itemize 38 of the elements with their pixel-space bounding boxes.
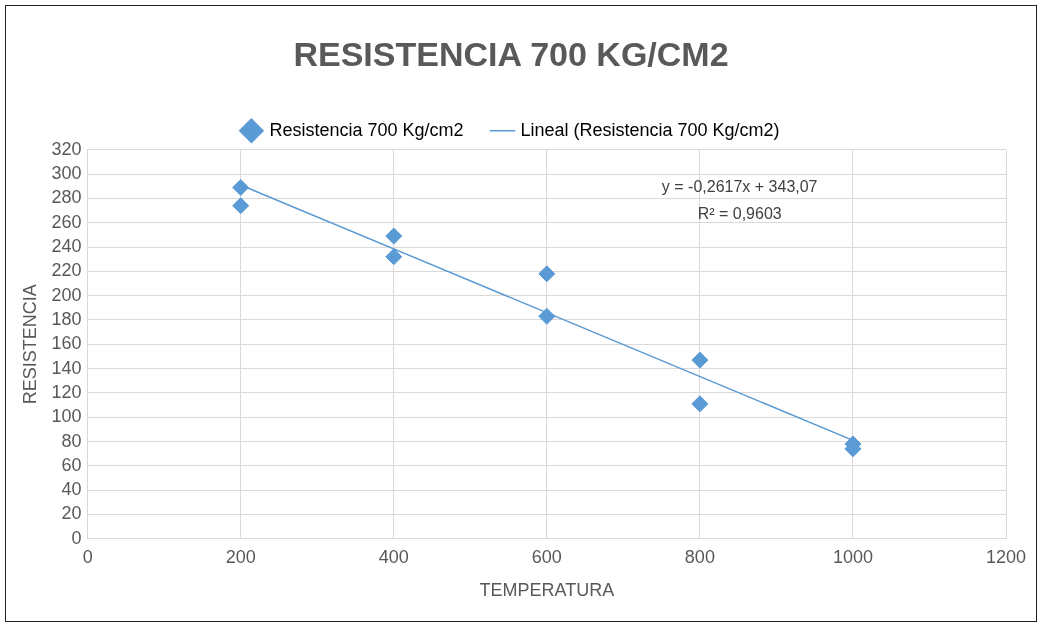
y-tick-label: 40 — [61, 479, 82, 500]
y-tick-label: 80 — [61, 430, 82, 451]
annotation: y = -0,2617x + 343,07 — [661, 178, 818, 196]
y-tick-label: 20 — [61, 503, 82, 524]
point — [691, 395, 709, 413]
legend-label: Lineal (Resistencia 700 Kg/cm2) — [520, 119, 780, 140]
annotation: R² = 0,9603 — [697, 205, 782, 223]
y-tick-label: 100 — [51, 406, 82, 427]
y-tick-label: 300 — [51, 163, 82, 184]
point — [538, 307, 556, 325]
y-tick-label: 160 — [51, 333, 82, 354]
point — [385, 227, 403, 245]
y-tick-label: 0 — [71, 527, 82, 548]
y-tick-label: 60 — [61, 454, 82, 475]
y-tick-label: 280 — [51, 187, 82, 208]
point — [385, 248, 403, 266]
y-tick-label: 240 — [51, 236, 82, 257]
x-tick-label: 800 — [684, 546, 715, 567]
point — [691, 351, 709, 369]
y-tick-label: 120 — [51, 381, 82, 402]
x-tick-label: 600 — [531, 546, 562, 567]
point — [538, 265, 556, 283]
y-tick-label: 200 — [51, 284, 82, 305]
point — [232, 178, 250, 196]
y-tick-label: 320 — [51, 138, 82, 159]
y-tick-label: 220 — [51, 260, 82, 281]
y-tick-label: 180 — [51, 308, 82, 329]
x-tick-label: 1000 — [832, 546, 873, 567]
point — [232, 197, 250, 215]
y-tick-label: 140 — [51, 357, 82, 378]
y-tick-label: 260 — [51, 211, 82, 232]
x-axis-title: TEMPERATURA — [479, 580, 615, 601]
legend-label: Resistencia 700 Kg/cm2 — [269, 119, 464, 140]
x-tick-label: 200 — [225, 546, 256, 567]
chart-title: RESISTENCIA 700 KG/CM2 — [293, 34, 729, 73]
x-tick-label: 400 — [378, 546, 409, 567]
y-axis-title: RESISTENCIA — [19, 284, 40, 405]
x-tick-label: 1200 — [985, 546, 1027, 567]
